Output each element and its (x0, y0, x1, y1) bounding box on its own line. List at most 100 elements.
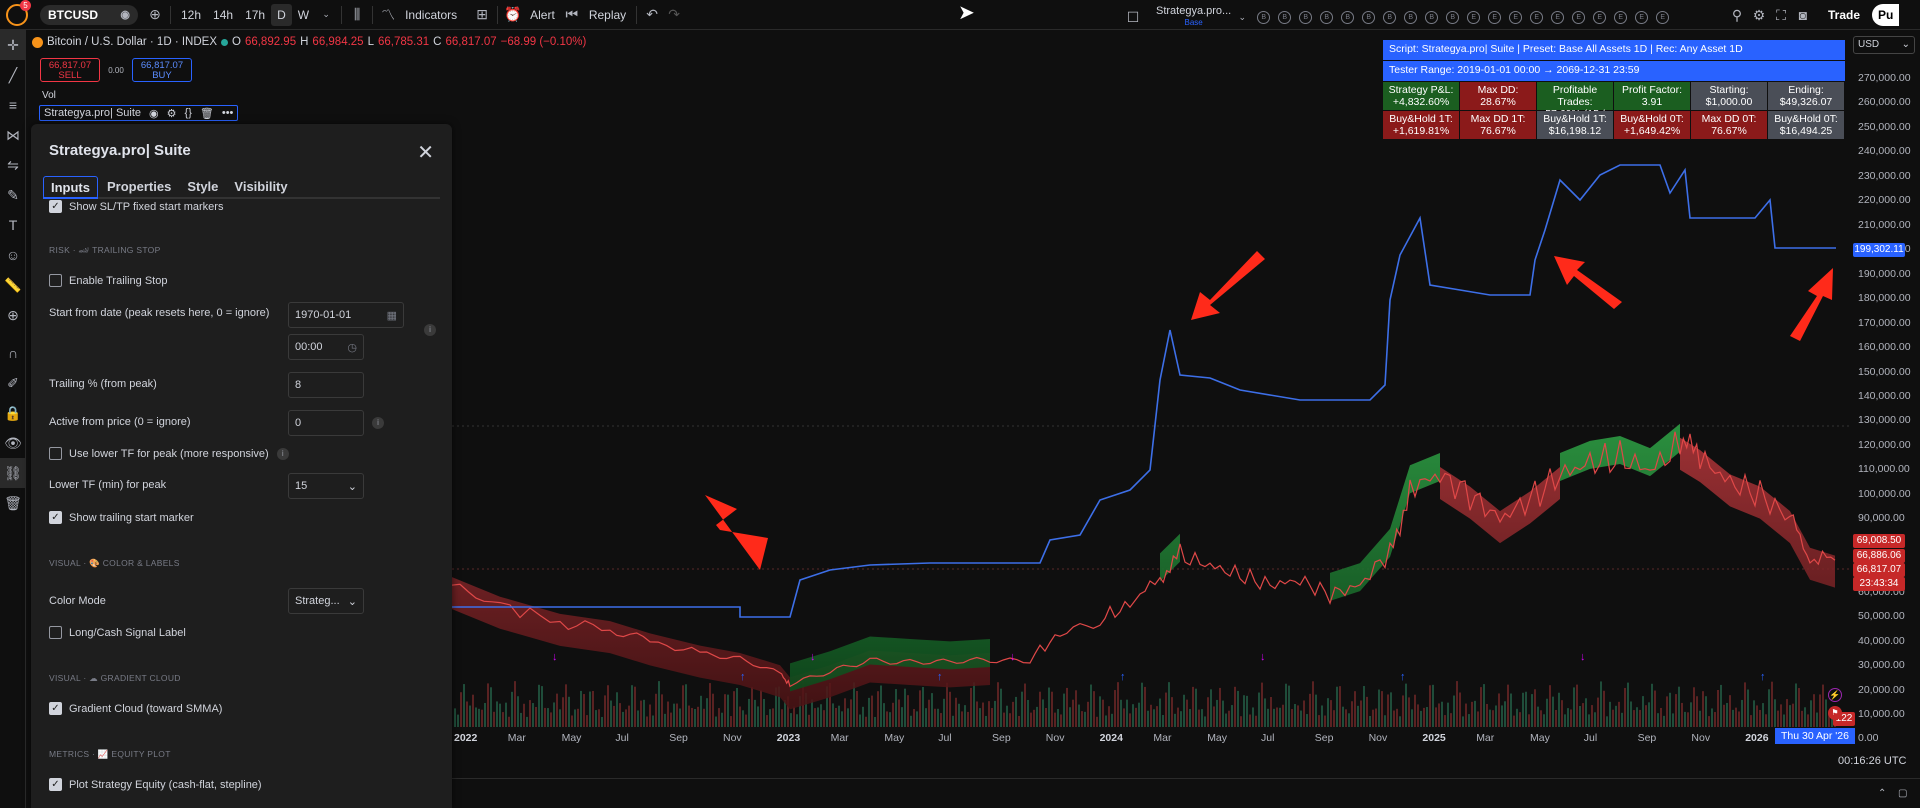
quick-symbol-button[interactable]: B (1362, 10, 1376, 24)
option-row[interactable]: Long/Cash Signal Label (49, 626, 186, 639)
sell-button[interactable]: 66,817.07 SELL (40, 58, 100, 82)
indicators-button[interactable]: Indicators (405, 7, 458, 22)
crosshair-icon[interactable]: ✛ (0, 30, 26, 60)
ruler-icon[interactable]: 📏 (4, 276, 22, 293)
trailing-pct-input[interactable]: 8 (288, 372, 364, 398)
lock-icon[interactable]: 🔒 (4, 404, 22, 421)
interval-17h[interactable]: 17h (245, 7, 266, 22)
interval-w[interactable]: W (297, 7, 310, 22)
flag-icon[interactable]: ⚑ (1828, 706, 1842, 720)
active-from-input[interactable]: 0 (288, 410, 364, 436)
collapse-icon[interactable]: ⌃ (1878, 788, 1887, 799)
volume-legend[interactable]: Vol (42, 90, 56, 101)
symbol-title[interactable]: Bitcoin / U.S. Dollar · 1D · INDEX (47, 36, 217, 48)
templates-icon[interactable]: ⊞ (476, 6, 488, 22)
quick-symbol-button[interactable]: E (1551, 10, 1565, 24)
quick-symbol-button[interactable]: B (1320, 10, 1334, 24)
indicator-legend[interactable]: Strategya.pro| Suite ◉ ⚙ {} 🗑 ••• (39, 105, 239, 121)
checkbox[interactable]: ✓ (49, 511, 62, 524)
quick-symbol-button[interactable]: E (1467, 10, 1481, 24)
tab-properties[interactable]: Properties (107, 179, 172, 194)
eye-icon[interactable]: ◉ (120, 9, 130, 21)
quick-symbol-button[interactable]: B (1425, 10, 1439, 24)
quick-symbol-button[interactable]: B (1383, 10, 1397, 24)
buy-button[interactable]: 66,817.07 BUY (132, 58, 192, 82)
tab-inputs[interactable]: Inputs (43, 176, 98, 199)
trendline-icon[interactable]: ╱ (8, 66, 18, 83)
gear-icon[interactable]: ⚙ (1752, 6, 1766, 23)
emoji-icon[interactable]: ☺ (5, 247, 21, 263)
zoom-icon[interactable]: ⊕ (7, 306, 19, 323)
replay-button[interactable]: Replay (588, 7, 627, 22)
chevron-down-icon[interactable]: ⌄ (322, 9, 330, 19)
trade-button[interactable]: Trade (1828, 8, 1861, 22)
layout-checkbox-icon[interactable]: ☐ (1126, 8, 1140, 25)
info-icon[interactable]: i (276, 447, 289, 460)
link-icon[interactable]: ⛓ (0, 458, 26, 488)
option-row[interactable]: ✓ Show trailing start marker (49, 511, 194, 524)
clock-icon[interactable]: ◷ (347, 341, 357, 354)
lightning-icon[interactable]: ⚡ (1828, 688, 1842, 702)
search-icon[interactable]: ⚲ (1731, 6, 1743, 23)
pencil-lock-icon[interactable]: ✐ (7, 374, 19, 391)
quick-symbol-button[interactable]: B (1404, 10, 1418, 24)
more-icon[interactable]: ••• (221, 107, 234, 119)
quick-symbol-button[interactable]: B (1299, 10, 1313, 24)
forecast-icon[interactable]: ⇋ (7, 156, 19, 173)
text-icon[interactable]: T (8, 217, 18, 233)
quick-symbol-button[interactable]: B (1341, 10, 1355, 24)
settings-icon[interactable]: ⚙ (166, 107, 177, 120)
quick-symbol-button[interactable]: E (1530, 10, 1544, 24)
interval-d[interactable]: D (271, 3, 292, 26)
option-row[interactable]: ✓ Gradient Cloud (toward SMMA) (49, 702, 222, 715)
tab-visibility[interactable]: Visibility (234, 179, 288, 194)
option-row[interactable]: Use lower TF for peak (more responsive) i (49, 447, 289, 460)
checkbox[interactable]: ✓ (49, 200, 62, 213)
quick-symbol-button[interactable]: E (1593, 10, 1607, 24)
quick-symbol-button[interactable]: E (1488, 10, 1502, 24)
time-axis[interactable]: 2022 Mar May Jul Sep Nov 2023 Mar May Jul Sep Nov 20… (452, 728, 1850, 748)
quick-symbol-button[interactable]: B (1257, 10, 1271, 24)
lower-tf-select[interactable]: 15 ⌄ (288, 473, 364, 499)
camera-icon[interactable]: ◙ (1798, 7, 1808, 23)
indicators-icon[interactable]: 〽 (381, 6, 396, 23)
fib-icon[interactable]: ≡ (8, 97, 18, 113)
quick-symbol-button[interactable]: E (1614, 10, 1628, 24)
color-mode-select[interactable]: Strateg... ⌄ (288, 588, 364, 614)
checkbox[interactable]: ✓ (49, 702, 62, 715)
time-field[interactable]: 00:00 ◷ (288, 334, 364, 360)
option-row[interactable]: ✓ Plot Strategy Equity (cash-flat, stepli… (49, 778, 262, 791)
checkbox[interactable] (49, 274, 62, 287)
checkbox[interactable]: ✓ (49, 778, 62, 791)
pattern-icon[interactable]: ⋈ (6, 126, 20, 143)
eye-icon[interactable]: 👁 (4, 434, 22, 451)
quick-symbol-button[interactable]: B (1446, 10, 1460, 24)
info-icon[interactable]: i (372, 417, 384, 429)
layout-name-button[interactable]: Strategya.pro... Base (1156, 6, 1231, 28)
app-logo[interactable]: 5 (6, 0, 31, 26)
publish-button[interactable]: Pu (1872, 4, 1900, 26)
currency-select[interactable]: USD ⌄ (1853, 36, 1915, 54)
close-icon[interactable]: ✕ (417, 142, 434, 164)
alert-icon[interactable]: ⏰ (504, 6, 522, 22)
trash-icon[interactable]: 🗑 (4, 494, 22, 511)
info-icon[interactable]: i (424, 324, 436, 336)
quick-symbol-button[interactable]: B (1278, 10, 1292, 24)
utc-clock[interactable]: 00:16:26 UTC (1838, 755, 1907, 767)
checkbox[interactable] (49, 447, 62, 460)
brush-icon[interactable]: ✎ (7, 186, 19, 203)
alert-button[interactable]: Alert (530, 7, 555, 22)
candles-icon[interactable]: ⫼ (353, 6, 361, 22)
undo-icon[interactable]: ↶ (646, 6, 659, 22)
chevron-down-icon[interactable]: ⌄ (1238, 11, 1246, 22)
add-symbol-icon[interactable]: ⊕ (149, 6, 161, 22)
redo-icon[interactable]: ↷ (668, 6, 681, 22)
quick-symbol-button[interactable]: E (1656, 10, 1670, 24)
interval-14h[interactable]: 14h (213, 7, 234, 22)
trash-icon[interactable]: 🗑 (199, 107, 214, 120)
date-field[interactable]: 1970-01-01 ▦ (288, 302, 404, 328)
interval-12h[interactable]: 12h (181, 7, 202, 22)
calendar-icon[interactable]: ▦ (386, 309, 397, 322)
quick-symbol-button[interactable]: E (1572, 10, 1586, 24)
checkbox[interactable] (49, 626, 62, 639)
